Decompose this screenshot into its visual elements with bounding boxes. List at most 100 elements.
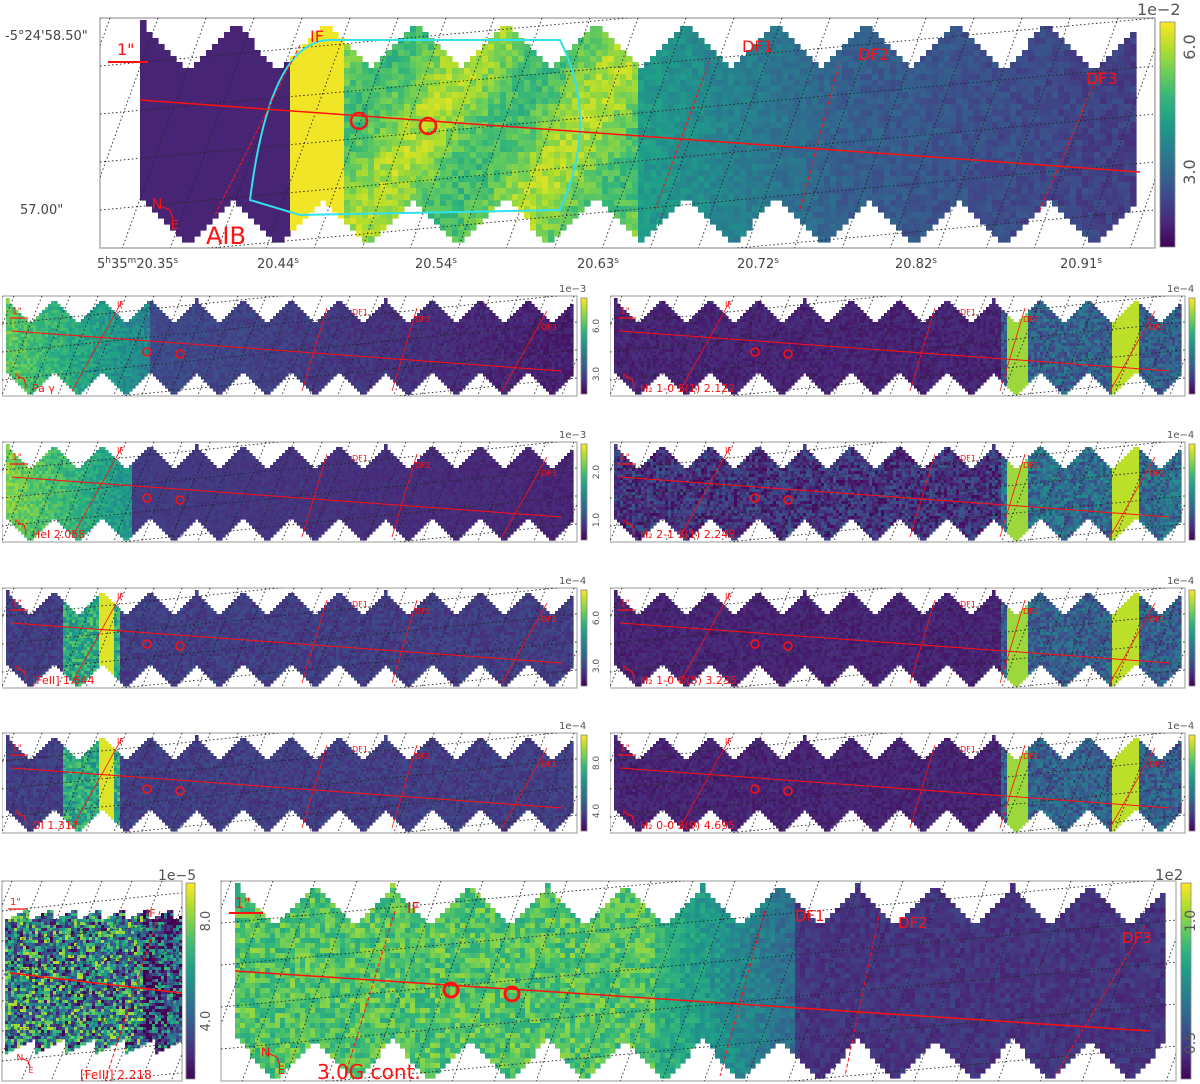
compass-east-label: E bbox=[24, 675, 28, 683]
compass-east-label: E bbox=[29, 1066, 34, 1075]
compass-north-label: N bbox=[152, 197, 163, 213]
colorbar-exponent: 1e−5 bbox=[158, 869, 196, 884]
colorbar-exponent: 1e−4 bbox=[559, 721, 586, 732]
colorbar-tick: 1.0 bbox=[592, 513, 602, 528]
colorbar-exponent: 1e−4 bbox=[1167, 576, 1194, 587]
compass-north-label: N bbox=[15, 518, 20, 527]
scale-label: 1" bbox=[620, 453, 630, 463]
panel-line-label: [FeIII] 2.218 bbox=[80, 1068, 152, 1082]
top-panel: IF DF1 DF2 DF3 AIB 1" NE -5°24'58.50" 57.00" 5h35… bbox=[5, 0, 1199, 272]
cut-line bbox=[619, 767, 1171, 809]
compass-icon bbox=[626, 813, 635, 821]
dec-label-top: -5°24'58.50" bbox=[5, 29, 88, 44]
cut-line bbox=[234, 970, 1151, 1032]
df3-label: DF3 bbox=[1149, 469, 1165, 478]
front-line bbox=[301, 599, 328, 684]
front-line bbox=[301, 744, 328, 829]
front-line bbox=[301, 453, 328, 538]
front-line bbox=[71, 446, 123, 538]
df1-label: DF1 bbox=[960, 745, 976, 754]
df1-label: DF1 bbox=[352, 745, 368, 754]
front-line bbox=[909, 307, 936, 392]
front-line bbox=[999, 307, 1026, 392]
front-line bbox=[214, 44, 301, 216]
compass-east-label: E bbox=[171, 218, 179, 233]
front-line bbox=[1109, 310, 1156, 392]
front-line bbox=[999, 744, 1026, 829]
compass-east-label: E bbox=[24, 383, 28, 391]
front-line bbox=[654, 59, 711, 211]
cut-line bbox=[11, 622, 563, 664]
cut-line bbox=[139, 99, 1141, 173]
if-label: IF bbox=[725, 300, 732, 309]
source-marker bbox=[142, 493, 152, 503]
if-label: IF bbox=[117, 592, 124, 601]
panel-oi: 1" IF DF1 DF2 DF3 NE OI 1.317 1e−4 8.0 4.0 bbox=[2, 721, 602, 834]
if-label: IF bbox=[725, 446, 732, 455]
compass-east-label: E bbox=[24, 529, 28, 537]
source-marker bbox=[175, 349, 185, 359]
compass-north-label: N bbox=[15, 809, 20, 818]
colorbar-tick: 8.0 bbox=[199, 911, 214, 932]
df2-label: DF2 bbox=[1023, 461, 1039, 470]
panel-line-label: OI 1.317 bbox=[32, 819, 79, 832]
df1-label: DF1 bbox=[960, 600, 976, 609]
front-line bbox=[501, 310, 548, 392]
source-marker-2 bbox=[503, 985, 521, 1003]
df3-label: DF3 bbox=[1122, 929, 1152, 947]
source-marker-2 bbox=[418, 116, 438, 136]
scale-label: 1" bbox=[620, 599, 630, 609]
panel-line-label: HeI 2.058 bbox=[32, 528, 85, 541]
front-line bbox=[71, 300, 123, 392]
colorbar-tick: 2.0 bbox=[592, 465, 602, 480]
source-marker bbox=[142, 784, 152, 794]
df1-label: DF1 bbox=[352, 308, 368, 317]
df3-label: DF3 bbox=[541, 323, 557, 332]
df3-label: DF3 bbox=[1149, 760, 1165, 769]
front-line bbox=[909, 453, 936, 538]
colorbar-tick: 8.0 bbox=[592, 756, 602, 771]
colorbar-exponent: 1e−3 bbox=[559, 430, 586, 441]
colorbar-exponent: 1e−4 bbox=[1167, 430, 1194, 441]
df3-label: DF3 bbox=[1149, 615, 1165, 624]
front-line bbox=[501, 602, 548, 684]
compass-icon bbox=[160, 205, 174, 220]
ra-label-2: 20.54s bbox=[415, 256, 457, 272]
df2-label: DF2 bbox=[415, 315, 431, 324]
front-line bbox=[301, 307, 328, 392]
front-line bbox=[999, 453, 1026, 538]
df1-label: DF1 bbox=[960, 308, 976, 317]
scale-label: 1" bbox=[12, 744, 22, 754]
scale-label: 1" bbox=[235, 896, 250, 912]
if-label: IF bbox=[725, 592, 732, 601]
if-label: IF bbox=[725, 737, 732, 746]
if-label: IF bbox=[117, 300, 124, 309]
ra-label-5: 20.82s bbox=[895, 256, 937, 272]
scale-label: 1" bbox=[620, 744, 630, 754]
source-marker bbox=[750, 493, 760, 503]
ra-label-0: 5h35m20.35s bbox=[97, 256, 179, 272]
source-marker bbox=[750, 347, 760, 357]
scale-label: 1" bbox=[117, 40, 135, 59]
scale-label: 1" bbox=[10, 897, 21, 908]
front-line bbox=[71, 592, 123, 684]
if-label: IF bbox=[117, 737, 124, 746]
df3-label: DF3 bbox=[541, 469, 557, 478]
source-marker bbox=[175, 495, 185, 505]
front-line bbox=[844, 910, 881, 1077]
compass-north-label: N bbox=[623, 518, 628, 527]
df1-label: DF1 bbox=[742, 37, 774, 56]
compass-east-label: E bbox=[632, 820, 636, 828]
front-line bbox=[679, 737, 731, 829]
compass-north-label: N bbox=[261, 1044, 270, 1059]
panel-line-label: H₂ 0-0 S(9) 4.695 bbox=[640, 819, 735, 832]
source-marker bbox=[175, 641, 185, 651]
panel-hei: 1" IF DF1 DF2 DF3 NE HeI 2.058 1e−3 2.0 1.0 bbox=[2, 430, 602, 543]
source-marker bbox=[175, 786, 185, 796]
colorbar-tick: 1.0 bbox=[1183, 910, 1199, 932]
scale-label: 1" bbox=[620, 307, 630, 317]
